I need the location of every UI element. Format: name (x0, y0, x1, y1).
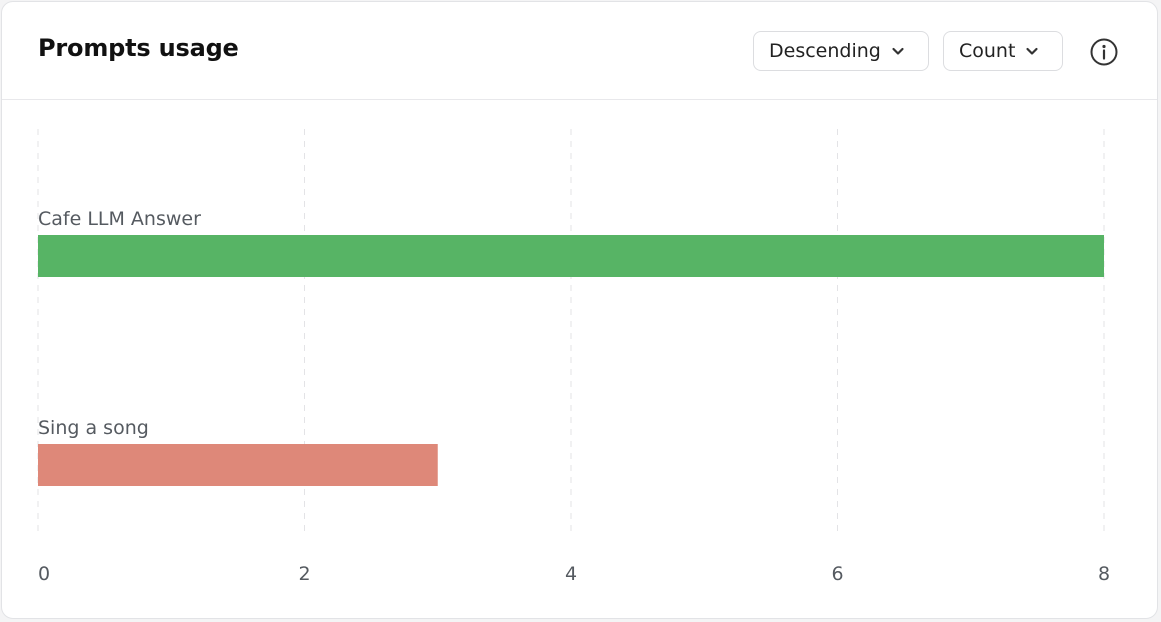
sort-order-dropdown[interactable]: Descending (753, 31, 929, 71)
card-header: Prompts usage Descending Count (2, 2, 1157, 100)
card-title: Prompts usage (38, 34, 239, 62)
metric-value: Count (959, 40, 1016, 62)
x-tick-label: 4 (565, 563, 577, 585)
x-tick-label: 8 (1098, 563, 1110, 585)
x-tick-label: 2 (298, 563, 310, 585)
x-tick-label: 0 (38, 563, 50, 585)
category-label: Sing a song (38, 417, 149, 439)
chevron-down-icon (891, 44, 905, 58)
metric-dropdown[interactable]: Count (943, 31, 1063, 71)
chevron-down-icon (1025, 44, 1039, 58)
category-label: Cafe LLM Answer (38, 208, 201, 230)
sort-order-value: Descending (769, 40, 881, 62)
info-icon[interactable] (1089, 37, 1119, 67)
bar[interactable] (38, 235, 1104, 277)
bar[interactable] (38, 444, 438, 486)
x-tick-label: 6 (831, 563, 843, 585)
